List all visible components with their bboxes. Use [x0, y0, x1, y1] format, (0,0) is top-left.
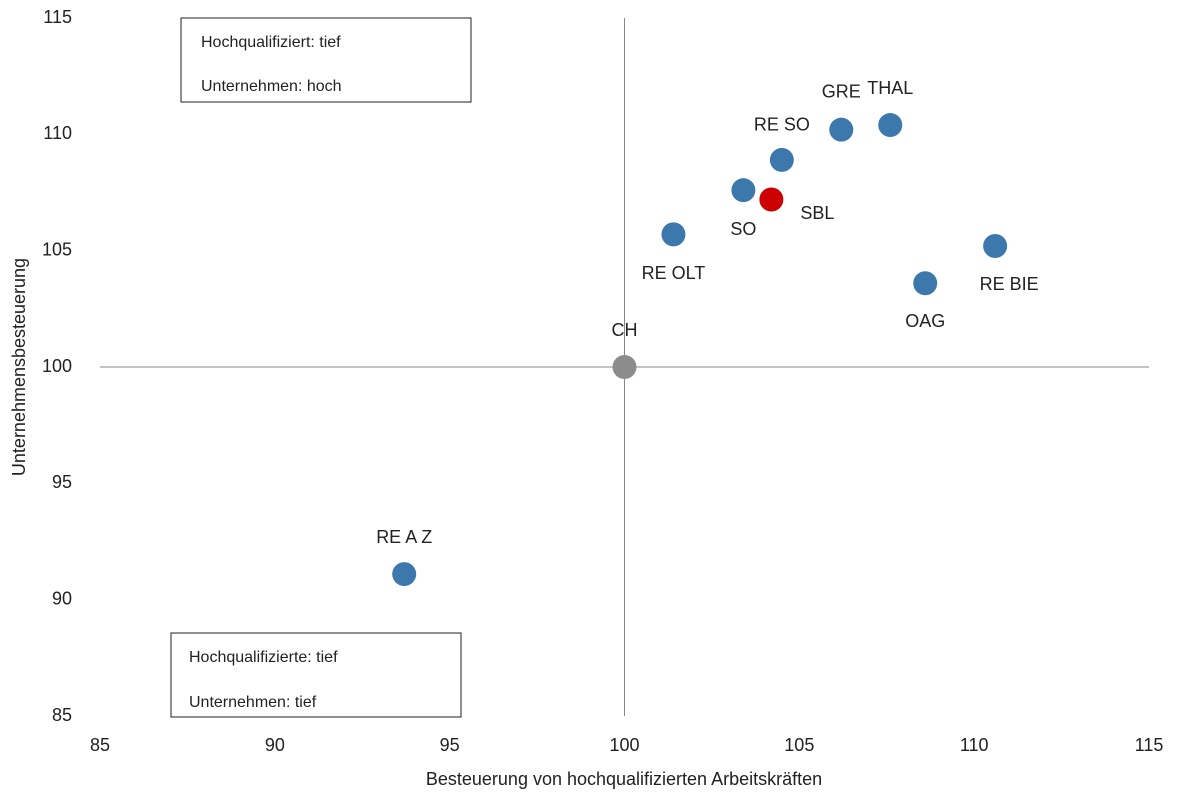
x-tick-label: 100	[609, 735, 639, 755]
y-tick-label: 95	[52, 472, 72, 492]
point-label: RE BIE	[980, 274, 1039, 294]
data-point	[612, 355, 637, 379]
annotation-text: Hochqualifizierte: tief	[189, 649, 338, 666]
x-axis-title: Besteuerung von hochqualifizierten Arbei…	[426, 769, 822, 789]
point-label: OAG	[905, 311, 945, 331]
data-point	[878, 113, 903, 138]
data-point	[759, 187, 784, 212]
x-tick-label: 95	[440, 735, 460, 755]
y-tick-label: 115	[43, 7, 72, 27]
y-tick-label: 90	[52, 588, 72, 608]
point-label: RE SO	[754, 115, 810, 135]
y-tick-label: 110	[43, 123, 72, 143]
annotation-text: Hochqualifiziert: tief	[201, 34, 341, 51]
data-point	[392, 562, 417, 587]
y-axis-title: Unternehmensbesteuerung	[9, 258, 29, 476]
y-tick-label: 100	[42, 356, 72, 376]
point-label: GRE	[822, 81, 861, 101]
point-label: THAL	[867, 78, 913, 98]
data-point	[731, 178, 756, 203]
x-tick-label: 90	[265, 735, 285, 755]
point-label: RE A Z	[376, 527, 432, 547]
data-point	[769, 147, 794, 172]
data-point	[661, 222, 686, 247]
point-label: SO	[730, 219, 756, 239]
point-label: SBL	[800, 203, 834, 223]
annotation-box	[180, 17, 472, 103]
data-point	[913, 271, 938, 296]
x-tick-label: 105	[784, 735, 814, 755]
point-label: RE OLT	[642, 263, 706, 283]
data-point	[983, 234, 1008, 259]
annotation-box	[170, 632, 462, 718]
annotation-text: Unternehmen: hoch	[201, 78, 342, 95]
point-label: CH	[612, 320, 638, 340]
annotation-text: Unternehmen: tief	[189, 694, 317, 711]
y-tick-label: 85	[52, 705, 72, 725]
y-tick-label: 105	[42, 239, 72, 259]
x-tick-label: 115	[1135, 735, 1164, 755]
x-tick-label: 110	[960, 735, 989, 755]
data-point	[829, 117, 854, 142]
x-tick-label: 85	[90, 735, 110, 755]
